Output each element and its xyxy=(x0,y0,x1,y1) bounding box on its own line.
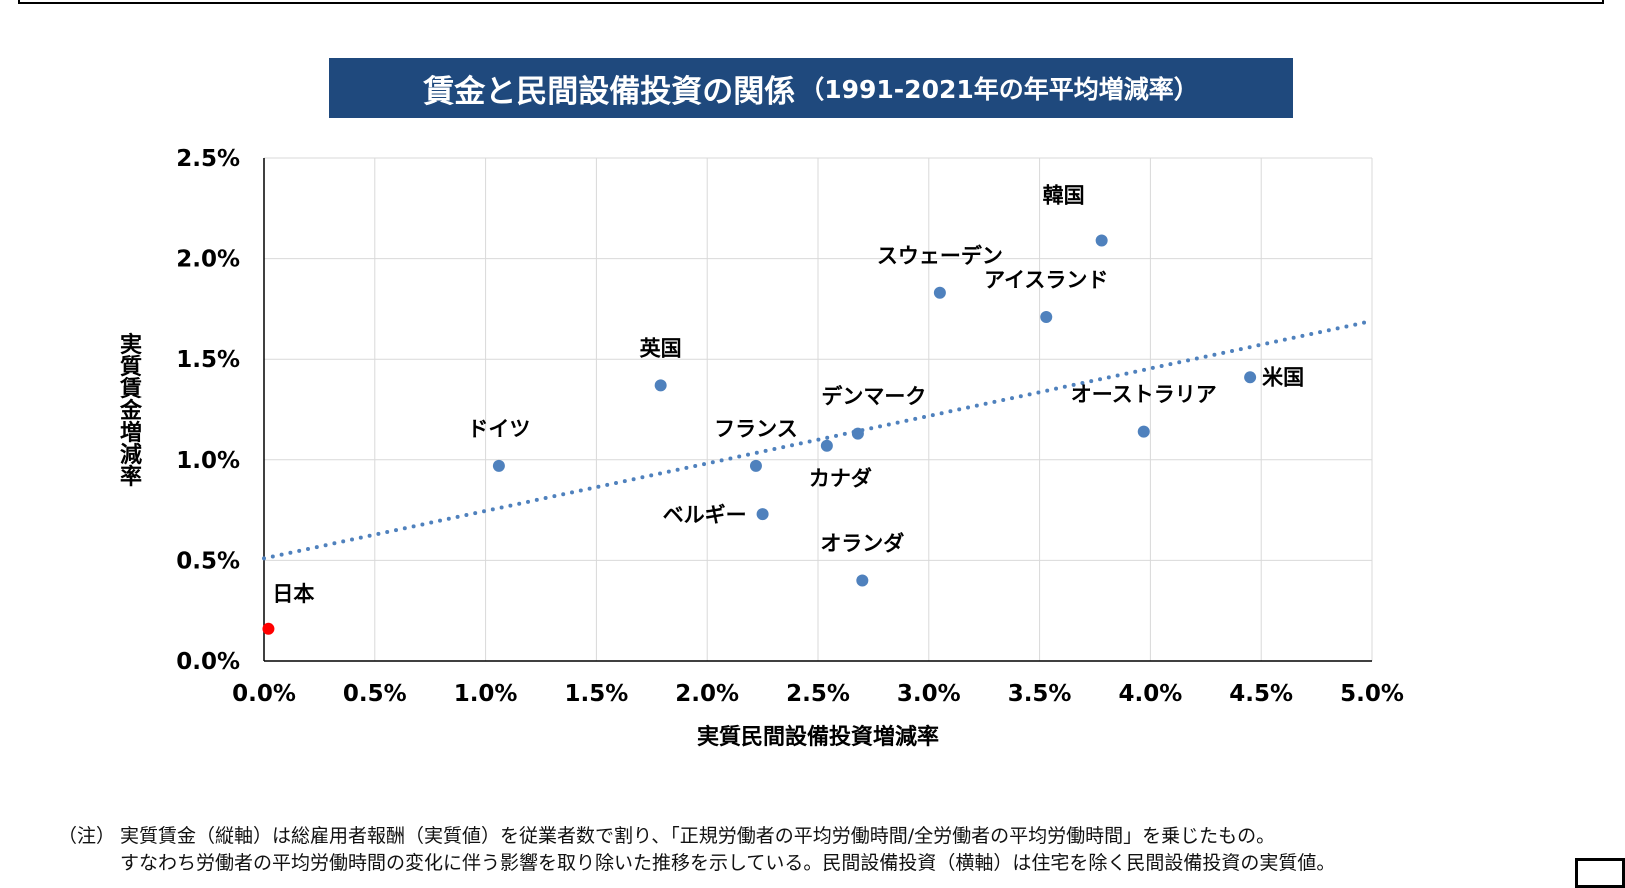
data-label: 英国 xyxy=(640,336,682,360)
data-label: スウェーデン xyxy=(877,244,1003,268)
data-label: オランダ xyxy=(820,532,904,556)
chart-title-sub: （1991-2021年の年平均増減率） xyxy=(799,75,1199,104)
top-frame xyxy=(18,0,1604,4)
x-tick-label: 0.5% xyxy=(343,681,407,707)
data-label: ベルギー xyxy=(663,503,747,527)
x-tick-label: 1.0% xyxy=(454,681,518,707)
x-tick-label: 2.5% xyxy=(786,681,850,707)
data-label: ドイツ xyxy=(467,417,530,441)
data-point xyxy=(1040,310,1053,323)
data-point xyxy=(756,508,769,521)
data-point xyxy=(492,459,505,472)
corner-frame xyxy=(1575,858,1625,888)
data-label: オーストラリア xyxy=(1071,383,1217,407)
x-tick-label: 4.5% xyxy=(1229,681,1293,707)
data-label: 韓国 xyxy=(1043,183,1085,207)
data-point xyxy=(856,574,869,587)
data-label: カナダ xyxy=(809,467,872,491)
x-tick-label: 0.0% xyxy=(232,681,296,707)
y-tick-label: 2.0% xyxy=(176,247,240,273)
x-tick-label: 1.5% xyxy=(565,681,629,707)
data-point xyxy=(1244,371,1257,384)
data-label: 米国 xyxy=(1262,365,1304,389)
x-axis-title: 実質民間設備投資増減率 xyxy=(697,724,939,750)
x-tick-label: 3.0% xyxy=(897,681,961,707)
trendline xyxy=(262,318,1374,561)
data-point xyxy=(820,439,833,452)
y-axis-title: 実質賃金増減率 xyxy=(116,332,143,487)
data-label: アイスランド xyxy=(984,268,1108,292)
chart-title: 賃金と民間設備投資の関係 （1991-2021年の年平均増減率） xyxy=(329,58,1293,118)
x-tick-label: 4.0% xyxy=(1119,681,1183,707)
x-tick-label: 3.5% xyxy=(1008,681,1072,707)
y-tick-label: 1.5% xyxy=(176,347,240,373)
data-point xyxy=(654,379,667,392)
x-tick-label: 5.0% xyxy=(1340,681,1404,707)
data-point xyxy=(933,286,946,299)
data-point xyxy=(1137,425,1150,438)
data-point xyxy=(1095,234,1108,247)
data-label: デンマーク xyxy=(821,385,926,409)
data-label: 日本 xyxy=(272,582,314,606)
footnote-line-2: すなわち労働者の平均労働時間の変化に伴う影響を取り除いた推移を示している。民間設… xyxy=(120,852,1336,874)
y-tick-label: 0.5% xyxy=(176,548,240,574)
y-tick-label: 1.0% xyxy=(176,448,240,474)
data-point-highlight xyxy=(262,622,275,635)
footnote-line-1: （注） 実質賃金（縦軸）は総雇用者報酬（実質値）を従業者数で割り、「正規労働者の平… xyxy=(58,823,1538,849)
data-point xyxy=(851,427,864,440)
chart-title-main: 賃金と民間設備投資の関係 xyxy=(423,73,796,110)
data-point xyxy=(749,459,762,472)
data-label: フランス xyxy=(714,417,798,441)
y-tick-label: 2.5% xyxy=(176,146,240,172)
footnote-marker: （注） xyxy=(58,825,116,847)
x-tick-label: 2.0% xyxy=(675,681,739,707)
y-tick-label: 0.0% xyxy=(176,649,240,675)
footnote-text-1: 実質賃金（縦軸）は総雇用者報酬（実質値）を従業者数で割り、「正規労働者の平均労働… xyxy=(120,825,1276,847)
